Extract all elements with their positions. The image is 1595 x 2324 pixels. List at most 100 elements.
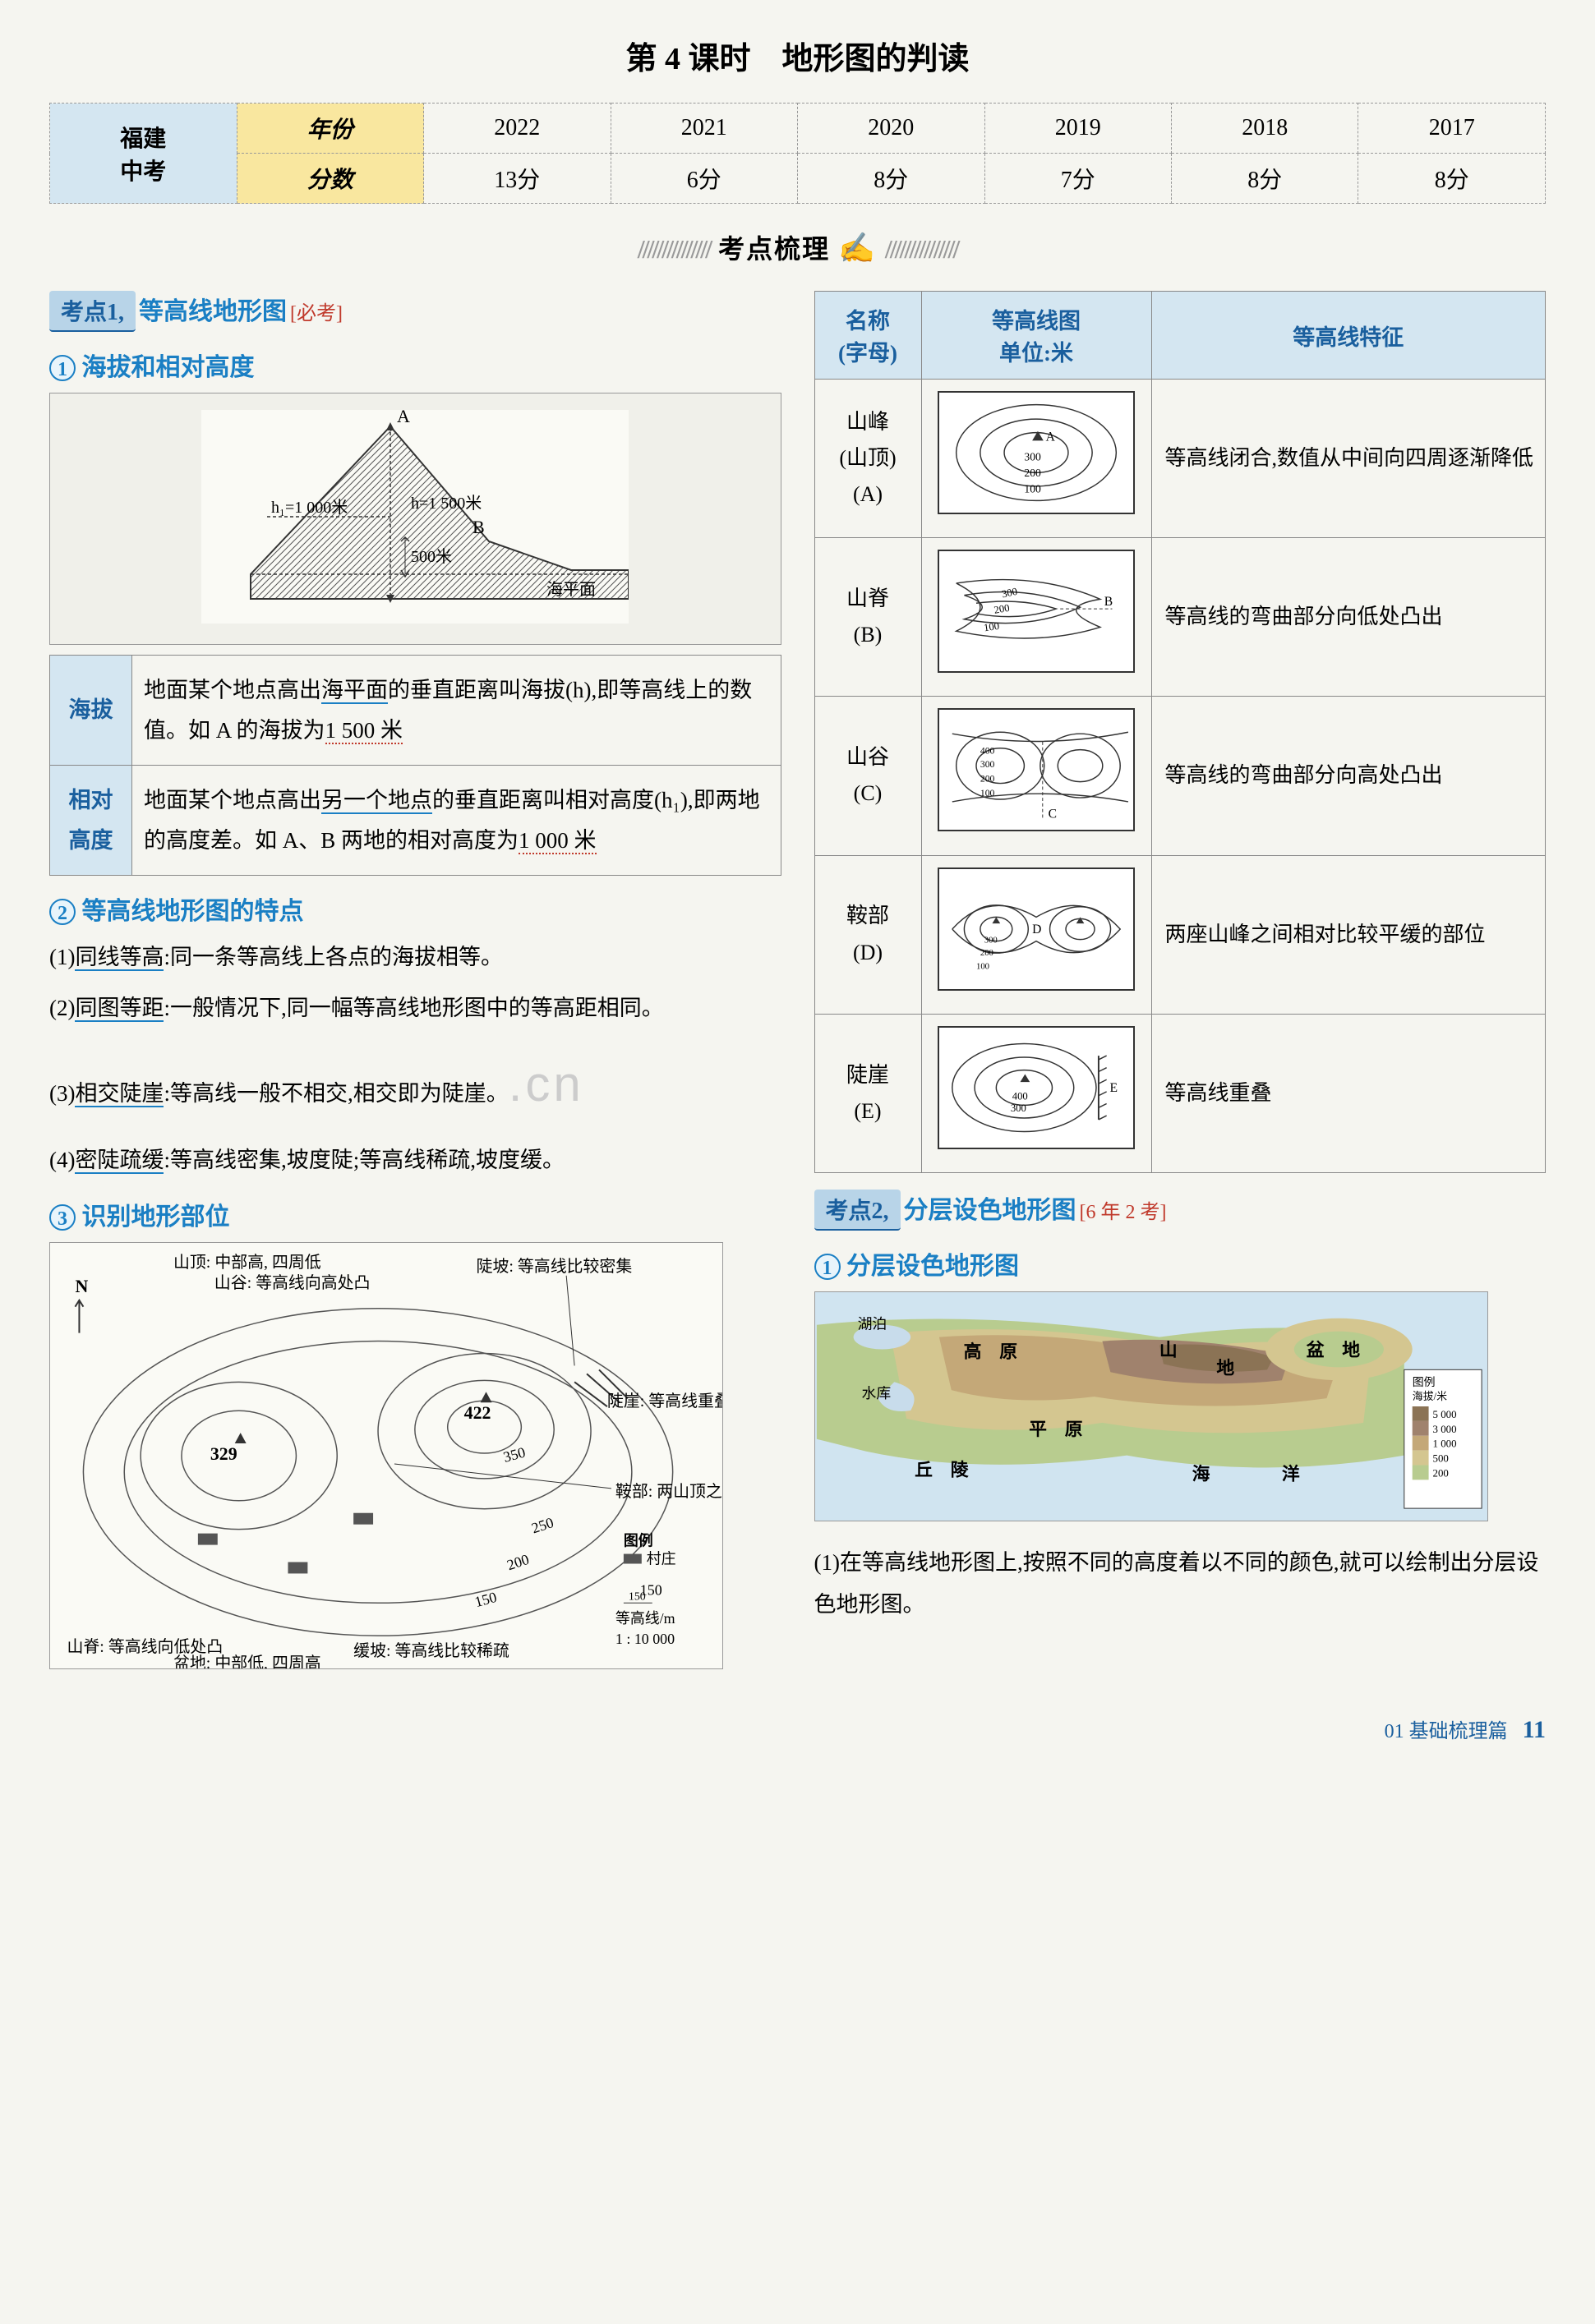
page-title: 第 4 课时 地形图的判读 bbox=[49, 33, 1546, 78]
svg-text:300: 300 bbox=[980, 759, 995, 770]
score-cell: 8分 bbox=[1172, 154, 1358, 204]
svg-text:陡坡: 等高线比较密集: 陡坡: 等高线比较密集 bbox=[477, 1257, 633, 1276]
colormap-heading: 分层设色地形图 bbox=[846, 1253, 1019, 1280]
row-valley-desc: 等高线的弯曲部分向高处凸出 bbox=[1151, 697, 1546, 855]
svg-text:山谷: 等高线向高处凸: 山谷: 等高线向高处凸 bbox=[214, 1273, 371, 1292]
th-img: 等高线图单位:米 bbox=[921, 292, 1151, 380]
row-saddle-name: 鞍部(D) bbox=[814, 855, 921, 1014]
svg-text:300: 300 bbox=[984, 935, 998, 945]
elevation-heading: 海拔和相对高度 bbox=[82, 354, 255, 381]
row-cliff-name: 陡崖(E) bbox=[814, 1014, 921, 1172]
row-peak-name: 山峰(山顶)(A) bbox=[814, 380, 921, 538]
year-cell: 2017 bbox=[1358, 104, 1546, 154]
svg-text:E: E bbox=[1110, 1081, 1118, 1095]
features-heading: 等高线地形图的特点 bbox=[82, 898, 304, 925]
svg-text:海拔/米: 海拔/米 bbox=[1412, 1391, 1446, 1402]
kaodian1-label: 考点1, bbox=[49, 291, 136, 332]
label-500: 500米 bbox=[411, 547, 452, 566]
svg-text:200: 200 bbox=[1024, 467, 1041, 479]
row-saddle-desc: 两座山峰之间相对比较平缓的部位 bbox=[1151, 855, 1546, 1014]
col-header-year: 年份 bbox=[237, 104, 424, 154]
svg-text:高 原: 高 原 bbox=[963, 1341, 1017, 1361]
row-cliff-img: 400 300 E bbox=[921, 1014, 1151, 1172]
exam-score-table: 福建中考 年份 2022 2021 2020 2019 2018 2017 分数… bbox=[49, 103, 1546, 204]
svg-text:200: 200 bbox=[980, 948, 993, 958]
feature-item-4: (4)密陡疏缓:等高线密集,坡度陡;等高线稀疏,坡度缓。 bbox=[49, 1139, 781, 1181]
svg-text:陡崖: 等高线重叠处: 陡崖: 等高线重叠处 bbox=[607, 1392, 723, 1411]
svg-text:丘 陵: 丘 陵 bbox=[915, 1459, 969, 1480]
svg-text:300: 300 bbox=[1024, 451, 1041, 463]
svg-text:100: 100 bbox=[976, 961, 989, 971]
svg-text:350: 350 bbox=[501, 1444, 527, 1466]
contour-feature-table: 名称(字母) 等高线图单位:米 等高线特征 山峰(山顶)(A) A 300 20… bbox=[814, 291, 1547, 1173]
svg-text:1 000: 1 000 bbox=[1432, 1438, 1456, 1450]
score-cell: 6分 bbox=[611, 154, 797, 204]
svg-text:等高线/m: 等高线/m bbox=[615, 1610, 675, 1627]
svg-text:图例: 图例 bbox=[624, 1532, 653, 1549]
svg-text:422: 422 bbox=[464, 1402, 491, 1423]
year-cell: 2020 bbox=[798, 104, 984, 154]
colormap-text: (1)在等高线地形图上,按照不同的高度着以不同的颜色,就可以绘制出分层设色地形图… bbox=[814, 1542, 1547, 1627]
num-2-icon: 2 bbox=[49, 899, 76, 925]
label-h: h=1 500米 bbox=[411, 494, 482, 513]
section-divider: /////////////// 考点梳理 ✍ /////////////// bbox=[49, 228, 1546, 266]
svg-text:300: 300 bbox=[1001, 586, 1018, 601]
year-cell: 2019 bbox=[984, 104, 1171, 154]
row-ridge-desc: 等高线的弯曲部分向低处凸出 bbox=[1151, 538, 1546, 697]
row-ridge-img: B 300 200 100 bbox=[921, 538, 1151, 697]
svg-text:400: 400 bbox=[980, 746, 995, 757]
svg-text:山顶: 中部高, 四周低: 山顶: 中部高, 四周低 bbox=[173, 1253, 321, 1272]
svg-text:5 000: 5 000 bbox=[1432, 1409, 1456, 1420]
svg-text:200: 200 bbox=[980, 774, 995, 785]
svg-text:1 : 10 000: 1 : 10 000 bbox=[615, 1631, 675, 1647]
row-valley-name: 山谷(C) bbox=[814, 697, 921, 855]
row-cliff-desc: 等高线重叠 bbox=[1151, 1014, 1546, 1172]
kaodian1-req: [必考] bbox=[290, 303, 343, 324]
svg-text:D: D bbox=[1032, 922, 1041, 936]
svg-text:100: 100 bbox=[1024, 483, 1041, 495]
svg-text:150: 150 bbox=[473, 1589, 498, 1610]
label-h1: h₁=1 000米 bbox=[271, 498, 348, 517]
score-cell: 8分 bbox=[798, 154, 984, 204]
feature-item-2: (2)同图等距:一般情况下,同一幅等高线地形图中的等高距相同。 bbox=[49, 987, 781, 1029]
svg-text:鞍部: 两山顶之间的低地: 鞍部: 两山顶之间的低地 bbox=[615, 1482, 723, 1501]
feature-item-1: (1)同线等高:同一条等高线上各点的海拔相等。 bbox=[49, 937, 781, 978]
svg-text:3 000: 3 000 bbox=[1432, 1424, 1456, 1435]
svg-text:100: 100 bbox=[983, 620, 1000, 634]
row-peak-desc: 等高线闭合,数值从中间向四周逐渐降低 bbox=[1151, 380, 1546, 538]
svg-text:洋: 洋 bbox=[1281, 1463, 1299, 1484]
feature-item-3: (3)相交陡崖:等高线一般不相交,相交即为陡崖。.cn bbox=[49, 1038, 781, 1131]
row-peak-img: A 300 200 100 bbox=[921, 380, 1151, 538]
svg-text:山: 山 bbox=[1159, 1340, 1177, 1360]
num-1b-icon: 1 bbox=[814, 1254, 841, 1280]
identify-heading: 识别地形部位 bbox=[82, 1203, 230, 1231]
svg-text:湖泊: 湖泊 bbox=[857, 1316, 887, 1332]
svg-text:山脊: 等高线向低处凸: 山脊: 等高线向低处凸 bbox=[67, 1637, 224, 1656]
elevation-diagram: A B h=1 500米 h₁=1 000米 500米 海平面 bbox=[49, 393, 781, 645]
svg-text:图例: 图例 bbox=[1412, 1376, 1435, 1389]
svg-text:盆 地: 盆 地 bbox=[1306, 1339, 1360, 1360]
score-cell: 13分 bbox=[424, 154, 611, 204]
kaodian2-title: 分层设色地形图 bbox=[904, 1197, 1076, 1224]
th-name: 名称(字母) bbox=[814, 292, 921, 380]
year-cell: 2022 bbox=[424, 104, 611, 154]
svg-text:500: 500 bbox=[1432, 1452, 1448, 1464]
svg-text:200: 200 bbox=[505, 1551, 531, 1573]
num-1-icon: 1 bbox=[49, 355, 76, 381]
score-cell: 8分 bbox=[1358, 154, 1546, 204]
year-cell: 2021 bbox=[611, 104, 797, 154]
label-sea: 海平面 bbox=[546, 580, 596, 599]
kaodian1-title: 等高线地形图 bbox=[139, 298, 287, 325]
svg-text:200: 200 bbox=[1432, 1467, 1448, 1479]
def-haiba: 地面某个地点高出海平面的垂直距离叫海拔(h),即等高线上的数值。如 A 的海拔为… bbox=[132, 656, 781, 766]
svg-text:400: 400 bbox=[1012, 1090, 1028, 1102]
page-footer: 01 基础梳理篇 11 bbox=[49, 1714, 1546, 1744]
num-3-icon: 3 bbox=[49, 1204, 76, 1231]
svg-text:300: 300 bbox=[1011, 1102, 1026, 1114]
term-haiba: 海拔 bbox=[50, 656, 132, 766]
svg-text:地: 地 bbox=[1216, 1358, 1234, 1378]
svg-text:150: 150 bbox=[629, 1591, 646, 1604]
term-xiangdui: 相对高度 bbox=[50, 766, 132, 876]
row-header: 福建中考 bbox=[50, 104, 237, 204]
row-valley-img: C 400 300 200 100 bbox=[921, 697, 1151, 855]
